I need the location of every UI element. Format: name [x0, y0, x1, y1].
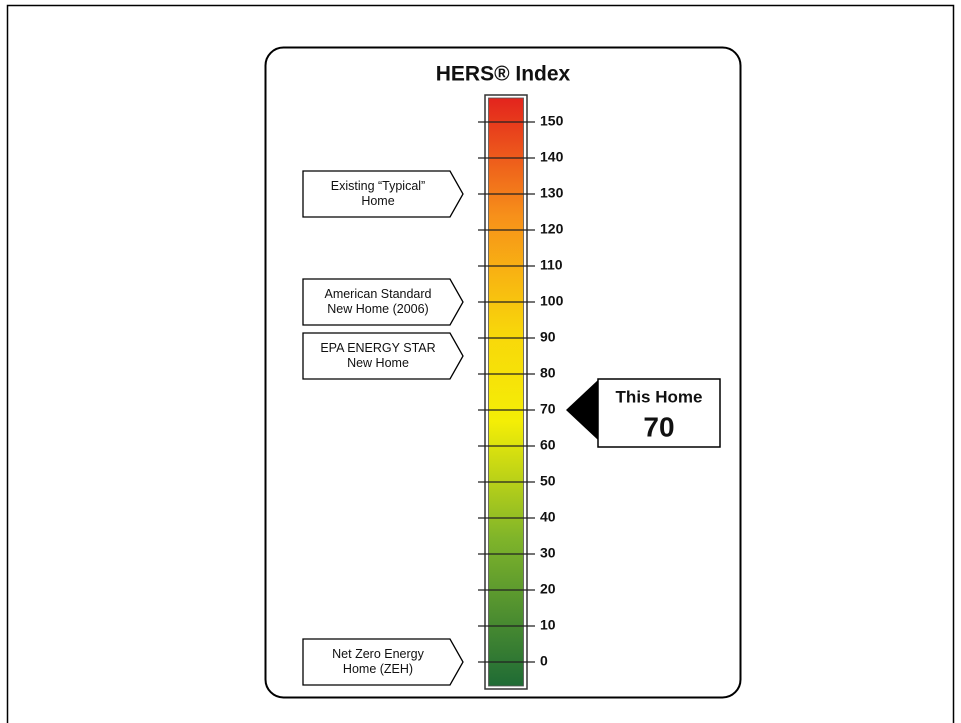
y-tick-label: 80: [540, 365, 556, 381]
y-tick-label: 120: [540, 221, 564, 237]
y-tick-label: 90: [540, 329, 556, 345]
outer-frame: [6, 4, 955, 723]
marker-box: [597, 378, 721, 448]
y-tick-label: 10: [540, 617, 556, 633]
y-tick-label: 60: [540, 437, 556, 453]
callout-text: Net Zero Energy: [332, 647, 424, 661]
callout-text: Home: [361, 194, 394, 208]
callout-text: New Home: [347, 356, 409, 370]
marker-pointer: [566, 380, 598, 440]
callout-text: New Home (2006): [327, 302, 428, 316]
y-tick-label: 20: [540, 581, 556, 597]
callout-arrow: [302, 170, 464, 218]
chart-title: HERS® Index: [436, 63, 571, 86]
callout-text: Existing “Typical”: [331, 179, 425, 193]
y-tick-label: 50: [540, 473, 556, 489]
y-tick-label: 70: [540, 401, 556, 417]
callout-arrow: [302, 638, 464, 686]
y-tick-label: 150: [540, 113, 564, 129]
callout-text: EPA ENERGY STAR: [320, 341, 435, 355]
callout-text: American Standard: [324, 287, 431, 301]
marker-label: This Home: [616, 387, 703, 406]
y-tick-label: 110: [540, 257, 563, 273]
y-tick-label: 0: [540, 653, 548, 669]
callout-arrow: [302, 278, 464, 326]
y-tick-label: 100: [540, 293, 564, 309]
callout-text: Home (ZEH): [343, 662, 413, 676]
callout-arrow: [302, 332, 464, 380]
y-tick-label: 40: [540, 509, 556, 525]
color-bar: [488, 97, 524, 687]
marker-value: 70: [643, 411, 674, 442]
y-tick-label: 130: [540, 185, 564, 201]
y-tick-label: 140: [540, 149, 564, 165]
y-tick-label: 30: [540, 545, 556, 561]
